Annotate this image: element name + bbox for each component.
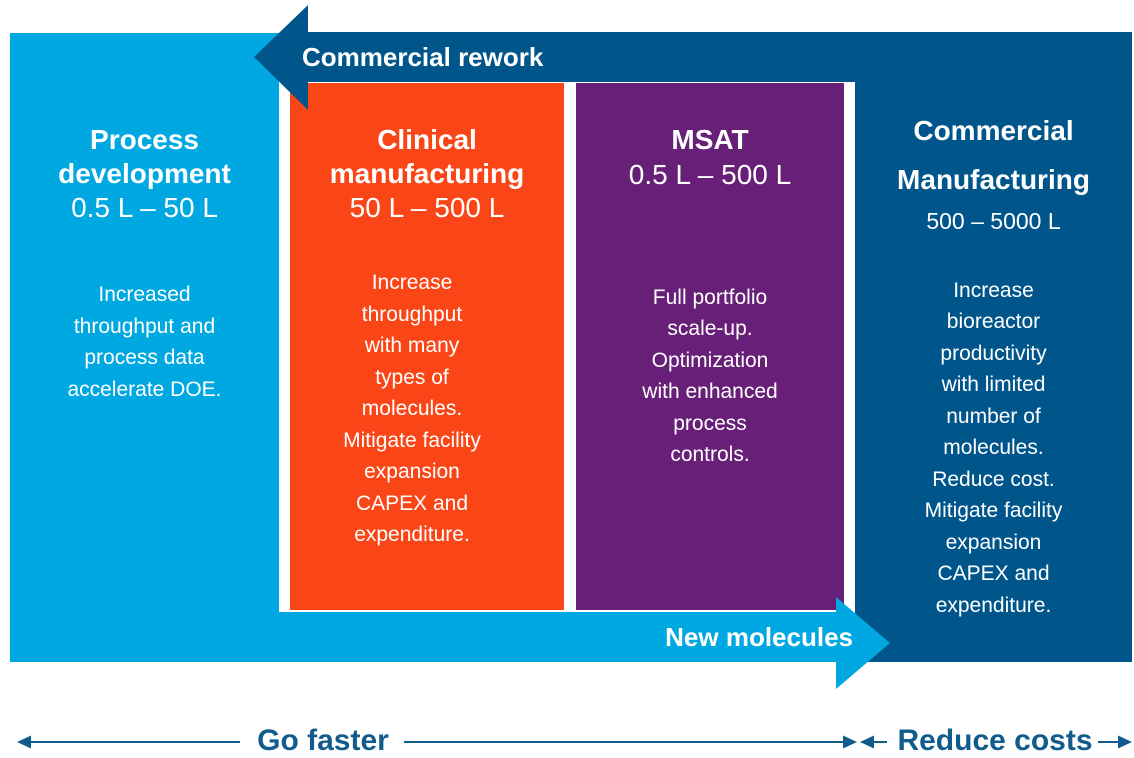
panel-description: Increase throughput with many types of m…	[343, 271, 481, 547]
panel-description: Increased throughput and process data ac…	[67, 283, 222, 401]
panel-clinical-manufacturing: Clinical manufacturing 50 L – 500 L Incr…	[290, 83, 564, 610]
right-arrowhead-icon	[836, 597, 890, 689]
commercial-rework-label: Commercial rework	[302, 41, 544, 72]
panel-title: Commercial Manufacturing	[897, 115, 1090, 195]
panel-description: Increase bioreactor productivity with li…	[924, 278, 1063, 617]
panel-commercial-manufacturing: Commercial Manufacturing 500 – 5000 L In…	[855, 32, 1132, 662]
panel-description: Full portfolio scale-up. Optimization wi…	[642, 285, 778, 467]
new-molecules-label: New molecules	[665, 621, 853, 652]
panel-title: MSAT	[671, 124, 749, 155]
timeline-axis	[17, 735, 1132, 749]
commercial-rework-arrow	[304, 32, 1132, 82]
panel-scale-range: 0.5 L – 500 L	[628, 158, 792, 190]
left-arrowhead-icon	[254, 5, 308, 110]
panel-title: Process development	[58, 124, 231, 189]
panel-scale-range: 0.5 L – 50 L	[71, 192, 218, 224]
panel-title: Clinical manufacturing	[329, 124, 525, 189]
new-molecules-arrow	[10, 612, 838, 662]
panel-scale-range: 500 – 5000 L	[926, 208, 1061, 234]
go-faster-label: Go faster	[257, 724, 389, 757]
panel-scale-range: 50 L – 500 L	[349, 192, 505, 224]
reduce-costs-label: Reduce costs	[897, 724, 1093, 757]
panel-process-development: Process development 0.5 L – 50 L Increas…	[10, 33, 279, 662]
panel-msat: MSAT 0.5 L – 500 L Full portfolio scale-…	[576, 83, 844, 610]
